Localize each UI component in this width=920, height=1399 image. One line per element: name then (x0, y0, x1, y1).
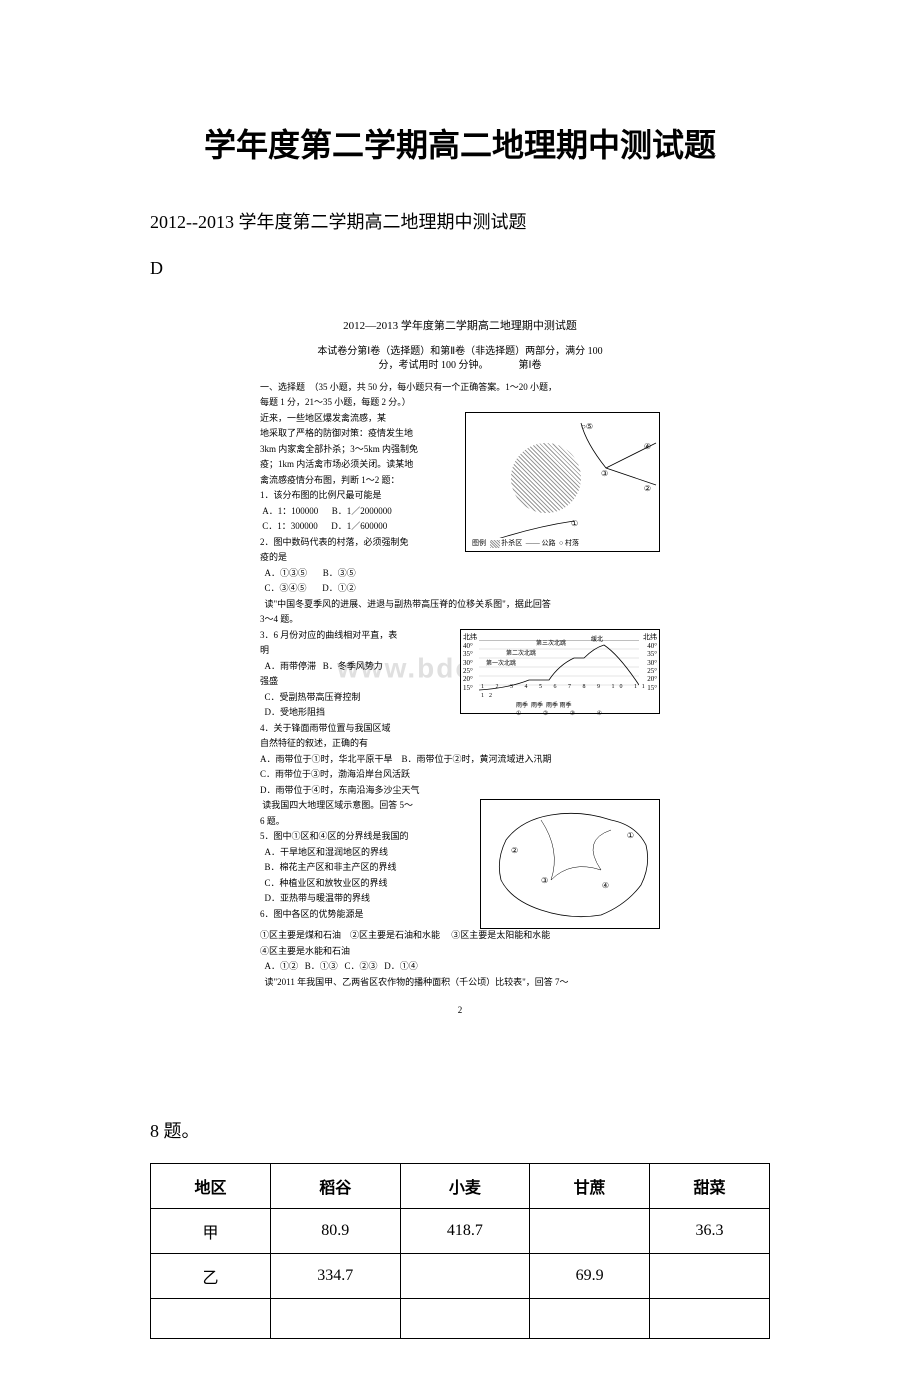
cell (400, 1253, 530, 1298)
intro2-sub: 3～4 题。 (260, 613, 660, 627)
cell: 36.3 (650, 1208, 770, 1253)
cell: 乙 (151, 1253, 271, 1298)
embedded-exam-page: www.bdocx.com 2012—2013 学年度第二学期高二地理期中测试题… (260, 319, 660, 1016)
cell (151, 1298, 271, 1338)
q2-options: A．①③⑤ B．③⑤ (260, 567, 660, 581)
embedded-title: 2012—2013 学年度第二学期高二地理期中测试题 (260, 319, 660, 334)
subtitle: 2012--2013 学年度第二学期高二地理期中测试题 (150, 206, 770, 238)
region-2: ② (511, 845, 518, 857)
map-legend: 图例 扑杀区 —— 公路 ○ 村落 (470, 538, 581, 549)
embedded-header: 本试卷分第Ⅰ卷（选择题）和第Ⅱ卷（非选择题）两部分，满分 100 分，考试用时 … (260, 345, 660, 373)
q4-sub: 自然特征的叙述，正确的有 (260, 737, 660, 751)
legend-3: ○ 村落 (559, 539, 579, 547)
chart-months: 1 2 3 4 5 6 7 8 9 10 11 12 (481, 683, 659, 701)
chart-curve2-label: 第二次北跳 (506, 650, 536, 659)
q4-c: C．雨带位于③时，渤海沿岸台风活跃 (260, 768, 660, 782)
table-row: 甲 80.9 418.7 36.3 (151, 1208, 770, 1253)
chart-curve1-label: 第一次北跳 (486, 660, 516, 669)
cell: 334.7 (270, 1253, 400, 1298)
china-outline (481, 800, 659, 928)
th-cane: 甘蔗 (530, 1163, 650, 1208)
cell (400, 1298, 530, 1338)
header-right: 第Ⅰ卷 (519, 360, 542, 371)
table-row: 乙 334.7 69.9 (151, 1253, 770, 1298)
th-region: 地区 (151, 1163, 271, 1208)
crop-area-table: 地区 稻谷 小麦 甘蔗 甜菜 甲 80.9 418.7 36.3 乙 334.7… (150, 1163, 770, 1339)
q6-opts12: ①区主要是煤和石油 ②区主要是石油和水能 ③区主要是太阳能和水能 (260, 929, 660, 943)
chart-ylabel-right: 北纬 (643, 632, 657, 643)
cell: 69.9 (530, 1253, 650, 1298)
cell (650, 1253, 770, 1298)
chart-retreat-label: 缓北 (591, 636, 603, 645)
cell: 甲 (151, 1208, 271, 1253)
intro4: 读"2011 年我国甲、乙两省区农作物的播种面积（千公顷）比较表"，回答 7～ (260, 976, 660, 990)
legend-1: 扑杀区 (501, 539, 522, 547)
legend-label: 图例 (472, 539, 486, 547)
header-line1: 本试卷分第Ⅰ卷（选择题）和第Ⅱ卷（非选择题）两部分，满分 100 (317, 346, 602, 357)
q2-options2: C．③④⑤ D．①② (260, 582, 660, 596)
page-number: 2 (260, 1004, 660, 1017)
table-row (151, 1298, 770, 1338)
chart-ylabel-left: 北纬 (463, 632, 477, 643)
main-title: 学年度第二学期高二地理期中测试题 (150, 120, 770, 166)
th-beet: 甜菜 (650, 1163, 770, 1208)
epidemic-map: ○⑤ ④ ③ ② ① 图例 扑杀区 —— 公路 ○ 村落 (465, 412, 660, 552)
chart-curve3-label: 第三次北跳 (536, 640, 566, 649)
cell (530, 1298, 650, 1338)
embedded-body: 一、选择题 （35 小题，共 50 分，每小题只有一个正确答案。1～20 小题，… (260, 381, 660, 990)
q4: 4．关于锋面雨带位置与我国区域 (260, 722, 660, 736)
cell (650, 1298, 770, 1338)
q8-label: 8 题。 (150, 1117, 770, 1143)
q4-ab: A．雨带位于①时，华北平原干旱 B．雨带位于②时，黄河流域进入汛期 (260, 753, 660, 767)
q6-abcd: A．①② B．①③ C．②③ D．①④ (260, 960, 660, 974)
chart-nums: ① ② ③ ④ (516, 710, 612, 719)
legend-2: 公路 (542, 539, 556, 547)
section-sub: 每题 1 分，21～35 小题，每题 2 分。） (260, 396, 660, 410)
map-roads (466, 413, 659, 551)
region-3: ③ (541, 875, 548, 887)
cell (270, 1298, 400, 1338)
q2-sub: 疫的是 (260, 551, 660, 565)
cell: 418.7 (400, 1208, 530, 1253)
th-rice: 稻谷 (270, 1163, 400, 1208)
cell: 80.9 (270, 1208, 400, 1253)
q6-opt3: ④区主要是水能和石油 (260, 945, 660, 959)
q4-d: D．雨带位于④时，东南沿海多沙尘天气 (260, 784, 660, 798)
monsoon-chart: 北纬 北纬 40° 35° 30° 25° 20° 15° 40° 35° 30… (460, 629, 660, 714)
th-wheat: 小麦 (400, 1163, 530, 1208)
header-line2: 分，考试用时 100 分钟。 (379, 360, 489, 371)
region-4: ④ (602, 880, 609, 892)
section-title: 一、选择题 （35 小题，共 50 分，每小题只有一个正确答案。1～20 小题， (260, 381, 660, 395)
chart-lats-left: 40° 35° 30° 25° 20° 15° (463, 642, 473, 692)
china-regions-map: ① ② ③ ④ (480, 799, 660, 929)
letter-d: D (150, 258, 770, 279)
intro2: 读"中国冬夏季风的进展、进退与副热带高压脊的位移关系图"，据此回答 (260, 598, 660, 612)
cell (530, 1208, 650, 1253)
table-header-row: 地区 稻谷 小麦 甘蔗 甜菜 (151, 1163, 770, 1208)
region-1: ① (627, 830, 634, 842)
